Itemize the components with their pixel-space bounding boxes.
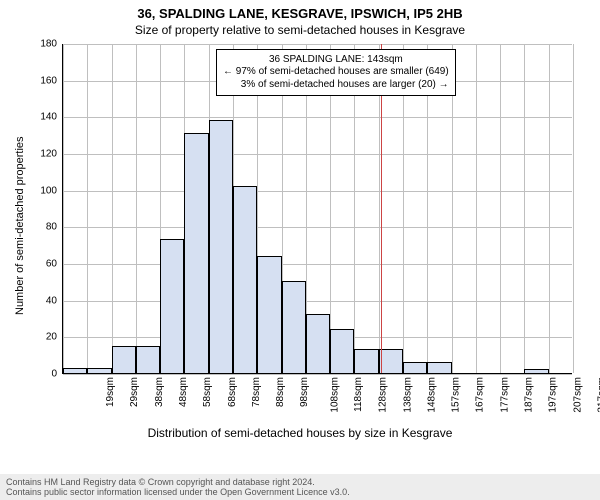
gridline-h	[63, 227, 572, 228]
gridline-v	[500, 44, 501, 373]
annotation-line3: 3% of semi-detached houses are larger (2…	[223, 79, 449, 92]
histogram-bar	[160, 239, 184, 373]
y-tick-label: 140	[23, 112, 63, 123]
y-tick-label: 20	[23, 332, 63, 343]
gridline-v	[136, 44, 137, 373]
histogram-bar	[63, 368, 87, 374]
footer-line2: Contains public sector information licen…	[6, 487, 594, 497]
x-tick-label: 197sqm	[548, 377, 559, 413]
y-tick-label: 100	[23, 185, 63, 196]
x-tick-label: 167sqm	[475, 377, 486, 413]
x-tick-label: 118sqm	[353, 377, 364, 412]
histogram-bar	[209, 120, 233, 373]
y-tick-label: 0	[23, 369, 63, 380]
y-tick-label: 120	[23, 149, 63, 160]
histogram-bar	[233, 186, 257, 373]
gridline-v	[112, 44, 113, 373]
x-axis-label-text: Distribution of semi-detached houses by …	[148, 426, 453, 440]
histogram-bar	[403, 362, 427, 373]
histogram-bar	[306, 314, 330, 373]
x-tick-label: 108sqm	[329, 377, 340, 413]
gridline-h	[63, 191, 572, 192]
gridline-v	[476, 44, 477, 373]
y-tick-label: 60	[23, 259, 63, 270]
footer-line1: Contains HM Land Registry data © Crown c…	[6, 477, 594, 487]
x-tick-label: 88sqm	[275, 377, 286, 407]
chart-title: 36, SPALDING LANE, KESGRAVE, IPSWICH, IP…	[0, 6, 600, 21]
gridline-v	[573, 44, 574, 373]
gridline-v	[87, 44, 88, 373]
annotation-line2: ← 97% of semi-detached houses are smalle…	[223, 66, 449, 79]
x-axis-label: Distribution of semi-detached houses by …	[0, 426, 600, 440]
x-tick-label: 78sqm	[251, 377, 262, 407]
footer: Contains HM Land Registry data © Crown c…	[0, 474, 600, 500]
annotation-box: 36 SPALDING LANE: 143sqm← 97% of semi-de…	[216, 49, 456, 97]
y-tick-label: 80	[23, 222, 63, 233]
annotation-line1: 36 SPALDING LANE: 143sqm	[223, 54, 449, 67]
plot-area: 02040608010012014016018019sqm29sqm38sqm4…	[62, 44, 572, 374]
x-tick-label: 29sqm	[129, 377, 140, 407]
gridline-h	[63, 374, 572, 375]
x-tick-label: 48sqm	[178, 377, 189, 407]
x-tick-label: 217sqm	[596, 377, 600, 413]
histogram-bar	[379, 349, 403, 373]
x-tick-label: 38sqm	[154, 377, 165, 407]
chart-subtitle: Size of property relative to semi-detach…	[0, 23, 600, 37]
histogram-bar	[87, 368, 111, 374]
histogram-bar	[112, 346, 136, 374]
gridline-h	[63, 154, 572, 155]
x-tick-label: 19sqm	[105, 377, 116, 407]
histogram-bar	[257, 256, 281, 373]
gridline-v	[63, 44, 64, 373]
gridline-h	[63, 264, 572, 265]
y-tick-label: 40	[23, 295, 63, 306]
x-tick-label: 58sqm	[202, 377, 213, 407]
x-tick-label: 68sqm	[227, 377, 238, 407]
gridline-v	[549, 44, 550, 373]
y-tick-label: 160	[23, 75, 63, 86]
gridline-h	[63, 301, 572, 302]
x-tick-label: 207sqm	[572, 377, 583, 413]
x-tick-label: 128sqm	[378, 377, 389, 413]
x-tick-label: 148sqm	[426, 377, 437, 413]
chart-subtitle-text: Size of property relative to semi-detach…	[135, 23, 465, 37]
x-tick-label: 157sqm	[451, 377, 462, 413]
gridline-v	[524, 44, 525, 373]
histogram-bar	[354, 349, 378, 373]
histogram-bar	[136, 346, 160, 374]
histogram-bar	[524, 369, 548, 373]
y-tick-label: 180	[23, 39, 63, 50]
x-tick-label: 187sqm	[524, 377, 535, 413]
x-tick-label: 98sqm	[299, 377, 310, 407]
x-tick-label: 138sqm	[402, 377, 413, 413]
histogram-bar	[427, 362, 451, 373]
histogram-bar	[282, 281, 306, 373]
gridline-h	[63, 117, 572, 118]
gridline-h	[63, 44, 572, 45]
histogram-bar	[330, 329, 354, 373]
x-tick-label: 177sqm	[499, 377, 510, 413]
histogram-bar	[184, 133, 208, 373]
chart-title-text: 36, SPALDING LANE, KESGRAVE, IPSWICH, IP…	[137, 6, 462, 21]
